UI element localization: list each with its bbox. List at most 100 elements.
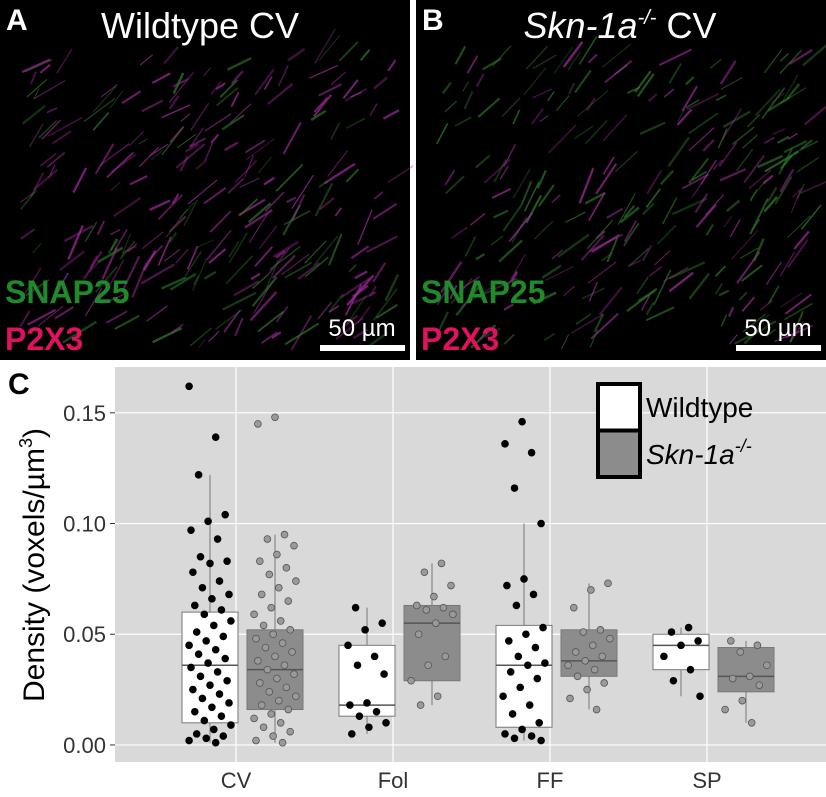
- fiber: [802, 44, 826, 67]
- fiber: [203, 270, 217, 280]
- fiber: [230, 70, 244, 85]
- fiber: [462, 81, 470, 92]
- point: [499, 692, 507, 701]
- point: [198, 694, 207, 703]
- point: [520, 575, 528, 583]
- fiber: [272, 240, 299, 258]
- panel-b-labels: B Skn-1a-/- CV SNAP25 P2X3 50 µm: [421, 4, 821, 357]
- point: [696, 692, 704, 701]
- fiber: [729, 334, 738, 345]
- point: [219, 632, 228, 641]
- fiber: [741, 296, 755, 312]
- fiber: [25, 279, 50, 297]
- fiber: [483, 158, 511, 184]
- fiber: [759, 314, 770, 322]
- fiber: [767, 96, 790, 112]
- point: [196, 552, 205, 561]
- fiber: [225, 255, 254, 285]
- fiber: [681, 173, 710, 190]
- point: [726, 637, 735, 645]
- point: [686, 665, 695, 674]
- fiber: [788, 49, 813, 66]
- point: [380, 670, 388, 678]
- fiber: [663, 266, 689, 282]
- fiber: [46, 107, 58, 114]
- fiber: [484, 327, 501, 338]
- fiber: [67, 225, 84, 260]
- fiber: [121, 255, 141, 292]
- point: [223, 676, 231, 685]
- point: [255, 557, 264, 565]
- fiber: [319, 197, 335, 210]
- legend-name: Skn-1a: [646, 439, 735, 470]
- fiber: [345, 168, 360, 183]
- fiber: [271, 331, 282, 339]
- fiber: [783, 302, 813, 321]
- fiber: [19, 310, 31, 328]
- fiber: [33, 168, 59, 191]
- point: [215, 690, 224, 698]
- fiber: [208, 248, 227, 264]
- fiber: [602, 114, 628, 142]
- fiber: [591, 233, 620, 254]
- fiber: [264, 191, 285, 212]
- point: [274, 696, 283, 705]
- fiber: [131, 262, 148, 298]
- fiber: [454, 116, 472, 127]
- fiber: [547, 91, 555, 102]
- fiber: [23, 267, 42, 296]
- fiber: [348, 264, 357, 273]
- fiber: [104, 259, 125, 295]
- fiber: [663, 88, 675, 98]
- fiber: [350, 91, 363, 98]
- fiber: [281, 253, 310, 276]
- fiber: [720, 314, 728, 327]
- fiber: [291, 174, 314, 209]
- point: [185, 736, 193, 745]
- fiber: [204, 113, 232, 132]
- fiber: [766, 320, 777, 328]
- fiber: [354, 270, 368, 280]
- y-tick-label: 0.05: [63, 622, 106, 647]
- fiber: [109, 90, 124, 109]
- fiber: [455, 286, 480, 316]
- fiber: [623, 205, 635, 218]
- point: [529, 590, 538, 599]
- fiber: [790, 190, 801, 213]
- fiber: [619, 206, 640, 224]
- fiber: [357, 209, 373, 245]
- point: [590, 665, 599, 674]
- fiber: [157, 194, 183, 221]
- fiber: [157, 236, 172, 266]
- fiber: [451, 226, 468, 239]
- fiber: [138, 146, 160, 168]
- fiber: [749, 178, 768, 200]
- fiber: [128, 131, 144, 147]
- micrograph-b: [416, 0, 826, 360]
- fiber: [215, 309, 243, 330]
- point: [185, 382, 193, 391]
- fiber: [193, 275, 200, 286]
- fiber: [779, 168, 795, 193]
- fiber: [676, 108, 693, 126]
- point: [221, 654, 230, 663]
- fiber: [258, 225, 278, 250]
- point: [273, 674, 281, 683]
- fiber: [284, 262, 312, 279]
- fiber: [524, 181, 540, 212]
- fiber: [140, 263, 175, 285]
- point: [206, 559, 214, 568]
- fiber: [563, 285, 576, 297]
- fiber: [781, 74, 799, 103]
- fiber: [538, 184, 555, 207]
- panel-letter: C: [8, 368, 30, 401]
- fiber: [543, 332, 556, 342]
- point: [437, 559, 446, 568]
- fiber: [800, 180, 826, 194]
- fiber: [493, 158, 507, 183]
- fiber: [568, 82, 576, 95]
- point: [259, 723, 268, 732]
- fiber: [562, 41, 584, 68]
- fiber: [105, 293, 127, 304]
- fiber: [709, 58, 722, 70]
